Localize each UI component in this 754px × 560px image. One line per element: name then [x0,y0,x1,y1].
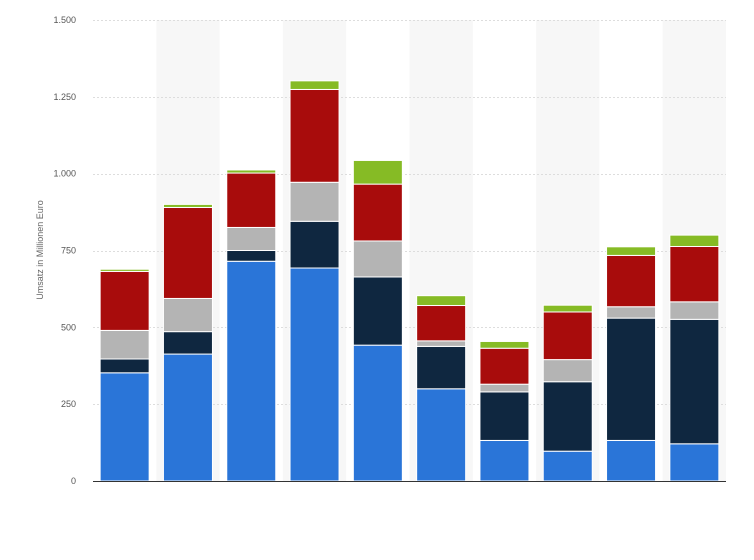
bar-segment [352,183,403,242]
bar-segment [162,206,213,299]
bar-stack [606,246,657,482]
bar-segment [606,317,657,441]
bar-segment [606,306,657,319]
bar-stack [669,234,720,482]
bar-segment [99,270,150,331]
bar-segment [479,383,530,393]
bar-segment [352,159,403,185]
bar-segment [99,372,150,482]
bar-segment [479,340,530,349]
bar-segment [99,268,150,272]
y-axis-title: Umsatz in Millionen Euro [35,200,45,300]
bar-segment [542,311,593,361]
y-tick-label: 250 [61,399,76,409]
bar-segment [669,301,720,320]
bar-segment [416,340,467,347]
bar-stack [162,203,213,482]
bar-segment [669,318,720,445]
y-tick-label: 1.250 [53,92,76,102]
bar-stack [416,295,467,482]
bar-segment [99,329,150,360]
bar-stack [99,268,150,482]
bar-segment [289,88,340,183]
bar-segment [542,450,593,482]
bars [99,80,720,482]
bar-segment [416,345,467,390]
bar-segment [352,344,403,482]
y-tick-labels: 0 250 500 750 1.000 1.250 1.500 [53,15,76,486]
bar-stack [226,169,277,482]
bar-segment [289,181,340,222]
bar-segment [289,80,340,90]
y-tick-label: 1.000 [53,169,76,179]
bar-segment [606,246,657,256]
bar-segment [669,234,720,248]
bar-segment [99,358,150,374]
bar-segment [289,267,340,482]
bar-segment [162,203,213,208]
bar-stack [542,304,593,482]
bar-segment [606,439,657,482]
bar-segment [162,297,213,333]
bar-segment [162,331,213,355]
y-tick-label: 0 [71,476,76,486]
bar-stack [352,159,403,482]
bar-segment [352,240,403,278]
bar-segment [416,388,467,482]
bar-segment [479,391,530,441]
bar-segment [479,347,530,385]
bar-segment [162,353,213,482]
bar-segment [352,276,403,346]
y-tick-label: 750 [61,246,76,256]
bar-segment [289,220,340,269]
bar-segment [606,254,657,308]
bar-stack [289,80,340,482]
y-tick-label: 500 [61,322,76,332]
bar-segment [416,305,467,342]
bar-segment [669,246,720,303]
bar-segment [542,304,593,313]
bar-segment [226,226,277,251]
bar-segment [669,443,720,482]
bar-stack [479,340,530,482]
bar-segment [479,439,530,482]
bar-segment [226,260,277,482]
bar-segment [226,250,277,262]
y-tick-label: 1.500 [53,15,76,25]
bar-segment [226,169,277,174]
bar-segment [226,172,277,228]
bar-segment [542,359,593,383]
bar-segment [542,381,593,452]
bar-segment [416,295,467,307]
